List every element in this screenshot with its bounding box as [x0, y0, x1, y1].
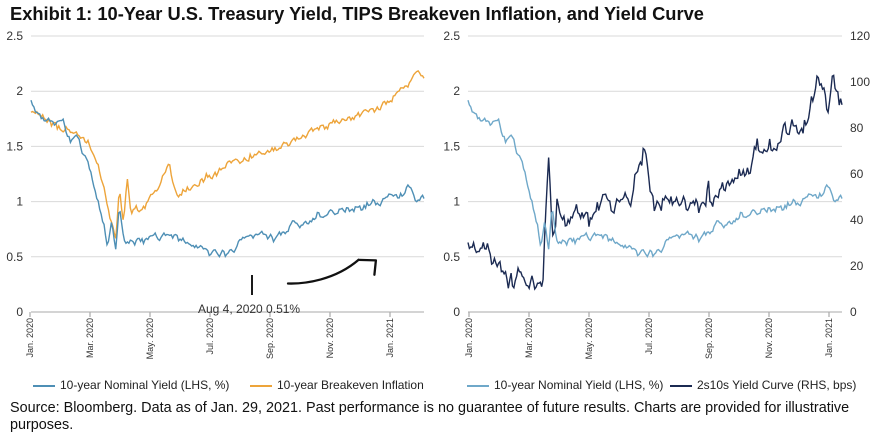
svg-text:2: 2 — [453, 84, 460, 98]
svg-text:Mar. 2020: Mar. 2020 — [85, 318, 95, 358]
svg-text:May. 2020: May. 2020 — [145, 318, 155, 359]
svg-text:40: 40 — [850, 213, 864, 227]
svg-text:Sep. 2020: Sep. 2020 — [265, 318, 275, 359]
svg-text:Jan. 2020: Jan. 2020 — [25, 318, 35, 358]
svg-text:0: 0 — [453, 305, 460, 319]
svg-text:Nov. 2020: Nov. 2020 — [764, 318, 774, 358]
svg-text:0: 0 — [850, 305, 857, 319]
svg-text:120: 120 — [850, 29, 870, 43]
svg-text:2.5: 2.5 — [443, 29, 460, 43]
svg-text:1: 1 — [16, 195, 23, 209]
svg-text:1.5: 1.5 — [443, 139, 460, 153]
svg-text:1: 1 — [453, 195, 460, 209]
svg-text:Mar. 2020: Mar. 2020 — [524, 318, 534, 358]
svg-text:0.5: 0.5 — [6, 250, 23, 264]
svg-text:2: 2 — [16, 84, 23, 98]
svg-text:May. 2020: May. 2020 — [584, 318, 594, 359]
svg-text:Aug 4, 2020 0.51%: Aug 4, 2020 0.51% — [198, 302, 300, 316]
svg-text:80: 80 — [850, 121, 864, 135]
svg-text:100: 100 — [850, 75, 870, 89]
svg-text:Jan. 2021: Jan. 2021 — [385, 318, 395, 358]
svg-text:Jan. 2020: Jan. 2020 — [464, 318, 474, 358]
svg-text:Nov. 2020: Nov. 2020 — [325, 318, 335, 358]
svg-text:20: 20 — [850, 259, 864, 273]
svg-text:60: 60 — [850, 167, 864, 181]
svg-text:Sep. 2020: Sep. 2020 — [704, 318, 714, 359]
svg-text:2.5: 2.5 — [6, 29, 23, 43]
svg-text:0.5: 0.5 — [443, 250, 460, 264]
svg-text:Jan. 2021: Jan. 2021 — [824, 318, 834, 358]
svg-text:1.5: 1.5 — [6, 139, 23, 153]
svg-text:Jul. 2020: Jul. 2020 — [644, 318, 654, 355]
svg-text:Jul. 2020: Jul. 2020 — [205, 318, 215, 355]
svg-text:0: 0 — [16, 305, 23, 319]
